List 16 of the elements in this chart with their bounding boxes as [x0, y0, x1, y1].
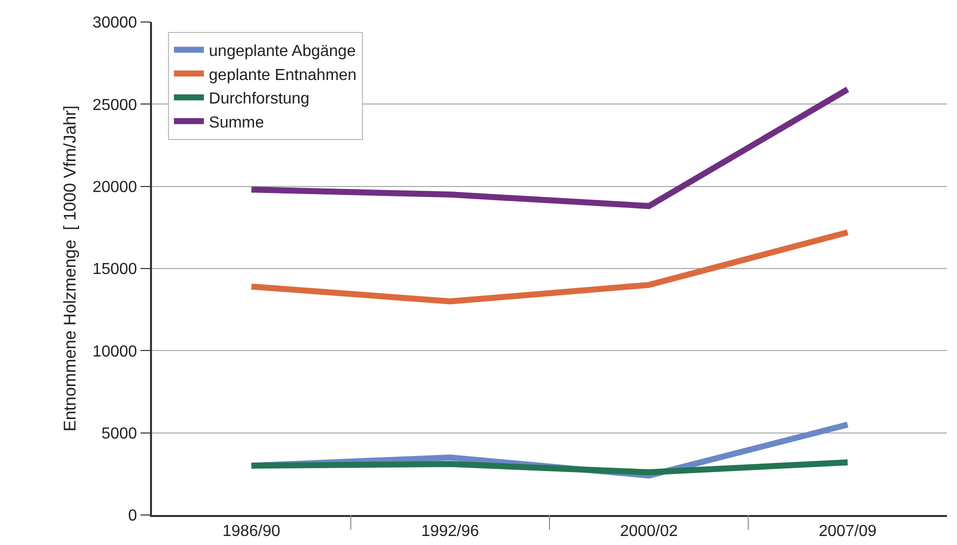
x-tick-label: 1992/96 — [421, 522, 480, 540]
legend-label: ungeplante Abgänge — [208, 43, 356, 60]
y-tick-label: 30000 — [92, 14, 138, 32]
y-tick-label: 0 — [128, 508, 138, 525]
y-tick-label: 5000 — [101, 425, 138, 442]
legend-label: geplante Entnahmen — [208, 66, 357, 84]
x-tick-label: 2007/09 — [818, 522, 877, 540]
legend-label: Durchforstung — [208, 90, 310, 108]
x-tick-label: 1986/90 — [222, 522, 280, 540]
y-tick-label: 20000 — [92, 178, 138, 196]
y-tick-label: 25000 — [92, 96, 138, 114]
legend-label: Summe — [208, 114, 264, 132]
y-axis-title: Entnommene Holzmenge [ 1000 Vfm/Jahr] — [60, 106, 80, 432]
x-tick-label: 2000/02 — [620, 522, 678, 540]
y-tick-label: 15000 — [92, 261, 138, 278]
y-tick-label: 10000 — [92, 343, 138, 360]
